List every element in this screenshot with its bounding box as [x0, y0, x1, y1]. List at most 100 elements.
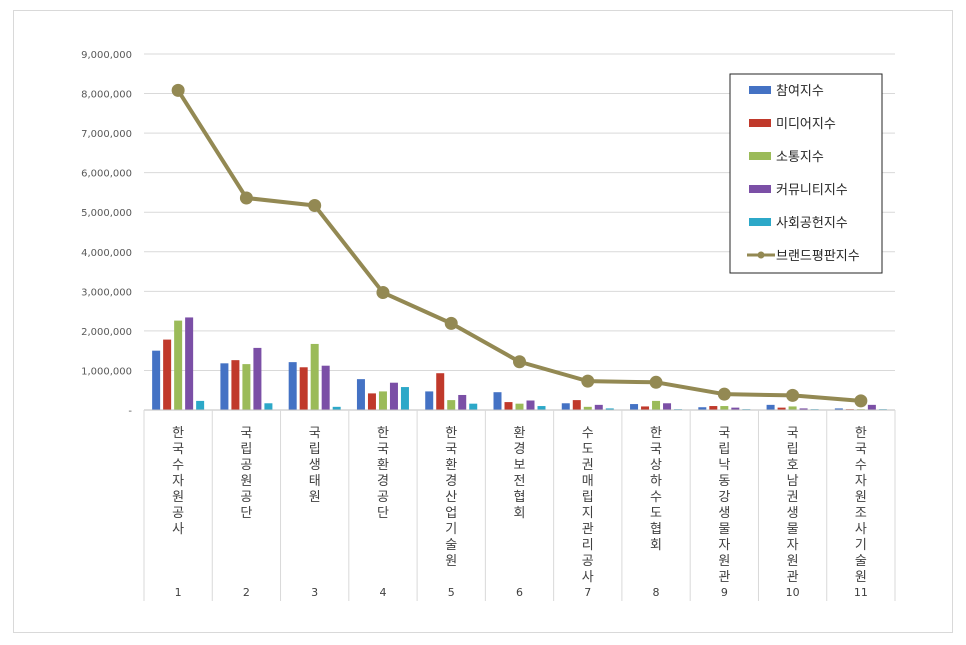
bar-1-8 — [630, 404, 639, 410]
bar-3-5 — [447, 400, 456, 410]
bar-2-5 — [436, 373, 445, 410]
bar-1-4 — [356, 379, 365, 410]
legend-label-4: 커뮤니티지수 — [776, 183, 848, 198]
bar-2-9 — [709, 406, 718, 410]
category-rank: 9 — [721, 586, 728, 599]
bar-1-9 — [698, 407, 707, 410]
bar-2-1 — [163, 339, 172, 410]
bar-3-10 — [788, 406, 797, 410]
category-rank: 2 — [243, 586, 250, 599]
y-tick-label: - — [128, 406, 132, 417]
legend-label-1: 참여지수 — [776, 84, 824, 99]
category-rank: 5 — [448, 586, 455, 599]
legend-label-5: 사회공헌지수 — [776, 216, 848, 231]
bar-3-1 — [174, 320, 183, 410]
bar-5-3 — [332, 406, 341, 410]
legend-label-6: 브랜드평판지수 — [776, 249, 860, 264]
legend-swatch-5 — [749, 218, 771, 226]
line-point-2 — [239, 191, 253, 205]
line-point-7 — [581, 374, 595, 388]
y-tick-label: 8,000,000 — [81, 90, 132, 101]
bar-3-2 — [242, 364, 251, 410]
bar-1-7 — [561, 403, 570, 410]
bar-4-10 — [799, 408, 808, 410]
y-tick-label: 3,000,000 — [81, 287, 132, 298]
line-point-9 — [717, 387, 731, 401]
bar-4-5 — [458, 394, 467, 410]
chart-frame: - 1,000,000 2,000,000 3,000,000 4,000,000 5,0… — [13, 10, 953, 633]
bar-2-10 — [777, 407, 786, 410]
bar-3-9 — [720, 406, 729, 410]
bars — [152, 317, 887, 410]
bar-1-5 — [425, 391, 434, 410]
bar-5-2 — [264, 403, 273, 410]
line-point-8 — [649, 375, 663, 389]
legend-swatch-3 — [749, 152, 771, 160]
category-rank: 4 — [379, 586, 386, 599]
bar-3-8 — [652, 400, 661, 410]
bar-4-6 — [526, 400, 535, 410]
category-rank: 6 — [516, 586, 523, 599]
legend-swatch-1 — [749, 86, 771, 94]
bar-4-4 — [389, 382, 398, 410]
y-tick-label: 2,000,000 — [81, 327, 132, 338]
y-tick-label: 5,000,000 — [81, 208, 132, 219]
bar-4-3 — [321, 365, 330, 410]
y-tick-label: 6,000,000 — [81, 169, 132, 180]
y-axis-ticks: - 1,000,000 2,000,000 3,000,000 4,000,000 5,0… — [81, 50, 132, 417]
legend-swatch-2 — [749, 119, 771, 127]
bar-3-3 — [310, 343, 319, 410]
bar-1-6 — [493, 392, 502, 410]
line-point-1 — [171, 83, 185, 97]
category-rank: 11 — [854, 586, 868, 599]
y-tick-label: 4,000,000 — [81, 248, 132, 259]
bar-4-9 — [731, 407, 740, 410]
brand-line-series — [171, 83, 868, 408]
category-rank: 1 — [175, 586, 182, 599]
bar-5-7 — [605, 408, 614, 410]
bar-1-1 — [152, 350, 161, 410]
bar-4-8 — [663, 403, 672, 410]
legend-marker — [757, 251, 765, 259]
bar-4-2 — [253, 347, 262, 410]
bar-2-8 — [641, 406, 650, 410]
bar-5-5 — [469, 403, 478, 410]
bar-3-6 — [515, 403, 524, 410]
line-point-11 — [854, 394, 868, 408]
bar-2-7 — [572, 400, 581, 410]
legend-swatch-4 — [749, 185, 771, 193]
category-rank: 7 — [584, 586, 591, 599]
bar-2-6 — [504, 402, 513, 410]
x-axis: 한 국 수 자 원 공 사 1 국 립 공 원 공 단 2 국 립 생 태 원 3 한 국 환 경 공 단 4 한 국 환 경 산 업 기 술 원 5 환 경… — [143, 409, 896, 601]
bar-5-4 — [400, 387, 409, 410]
bar-4-1 — [185, 317, 194, 410]
y-tick-label: 9,000,000 — [81, 50, 132, 61]
bar-3-4 — [378, 391, 387, 410]
bar-1-3 — [288, 362, 297, 410]
line-point-10 — [786, 388, 800, 402]
line-point-4 — [376, 286, 390, 300]
bar-2-4 — [367, 393, 376, 410]
chart-canvas: - 1,000,000 2,000,000 3,000,000 4,000,000 5,0… — [81, 50, 896, 601]
line-point-5 — [444, 316, 458, 330]
bar-5-1 — [196, 400, 205, 410]
bar-5-6 — [537, 406, 546, 410]
category-rank: 8 — [653, 586, 660, 599]
legend-label-2: 미디어지수 — [776, 117, 836, 132]
bar-1-11 — [834, 408, 843, 410]
bar-1-2 — [220, 363, 229, 410]
category-rank: 10 — [786, 586, 800, 599]
bar-4-7 — [594, 404, 603, 410]
bar-3-7 — [583, 406, 592, 410]
y-tick-label: 7,000,000 — [81, 129, 132, 140]
